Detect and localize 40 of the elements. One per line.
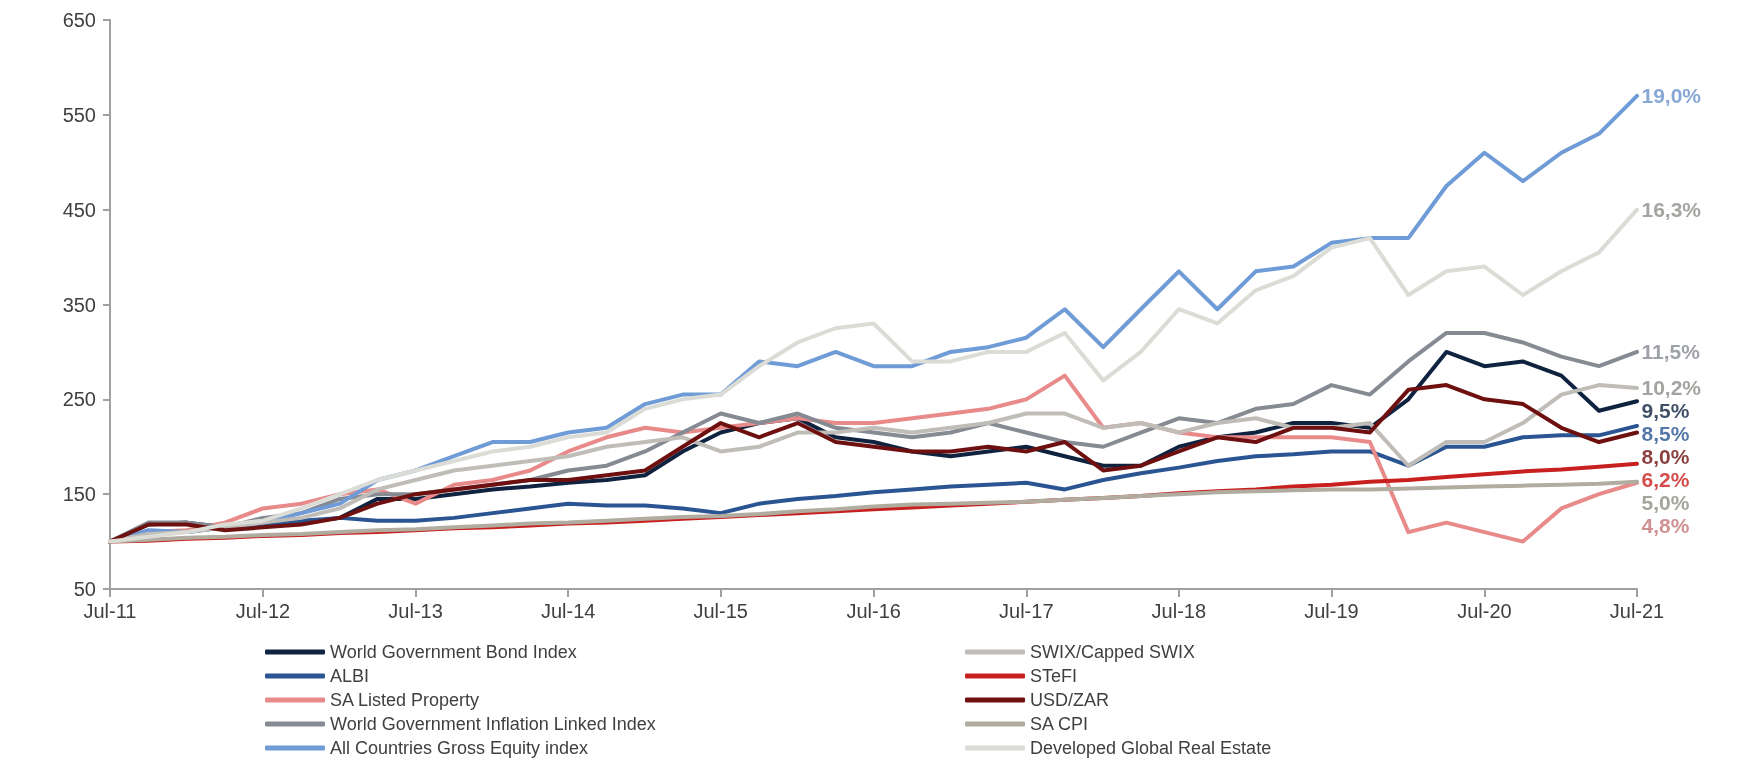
x-tick-label: Jul-16 [846,600,901,622]
annotation: 6,2% [1641,468,1690,492]
y-tick-label: 50 [73,578,96,600]
annotation: 4,8% [1641,514,1690,538]
x-tick-label: Jul-11 [83,600,137,622]
x-tick-label: Jul-14 [540,600,596,622]
annotation: 5,0% [1641,491,1690,515]
x-tick-label: Jul-21 [1609,600,1665,622]
y-tick-label: 150 [62,483,96,506]
legend-label: World Government Bond Index [330,642,577,662]
x-tick-label: Jul-18 [1151,600,1207,622]
y-tick-label: 650 [62,9,96,31]
legend-label: SA Listed Property [330,690,480,710]
legend-label: Developed Global Real Estate [1030,738,1272,758]
legend-label: World Government Inflation Linked Index [330,714,656,734]
annotation: 16,3% [1641,198,1702,222]
line-series [108,207,1639,544]
x-tick-label: Jul-17 [999,600,1054,622]
x-tick-label: Jul-15 [693,600,748,622]
line-series [108,479,1639,544]
annotation: 11,5% [1641,340,1701,364]
annotation: 9,5% [1641,399,1690,423]
annotation: 8,5% [1641,422,1690,446]
annotation: 8,0% [1641,445,1690,469]
legend-label: USD/ZAR [1030,690,1110,710]
annotation: 10,2% [1641,376,1702,400]
y-tick-label: 450 [62,198,96,221]
x-tick-label: Jul-13 [388,600,443,622]
legend-label: ALBI [330,666,370,686]
legend-label: All Countries Gross Equity index [330,738,589,758]
legend-label: STeFI [1030,666,1078,686]
legend-label: SA CPI [1030,714,1089,734]
y-tick-label: 350 [62,293,96,316]
annotation: 19,0% [1641,84,1702,108]
legend-label: SWIX/Capped SWIX [1030,642,1196,662]
x-tick-label: Jul-19 [1304,600,1359,622]
y-tick-label: 550 [62,103,96,126]
x-tick-label: Jul-12 [235,600,291,622]
y-tick-label: 250 [62,388,96,411]
x-tick-label: Jul-20 [1457,600,1512,622]
